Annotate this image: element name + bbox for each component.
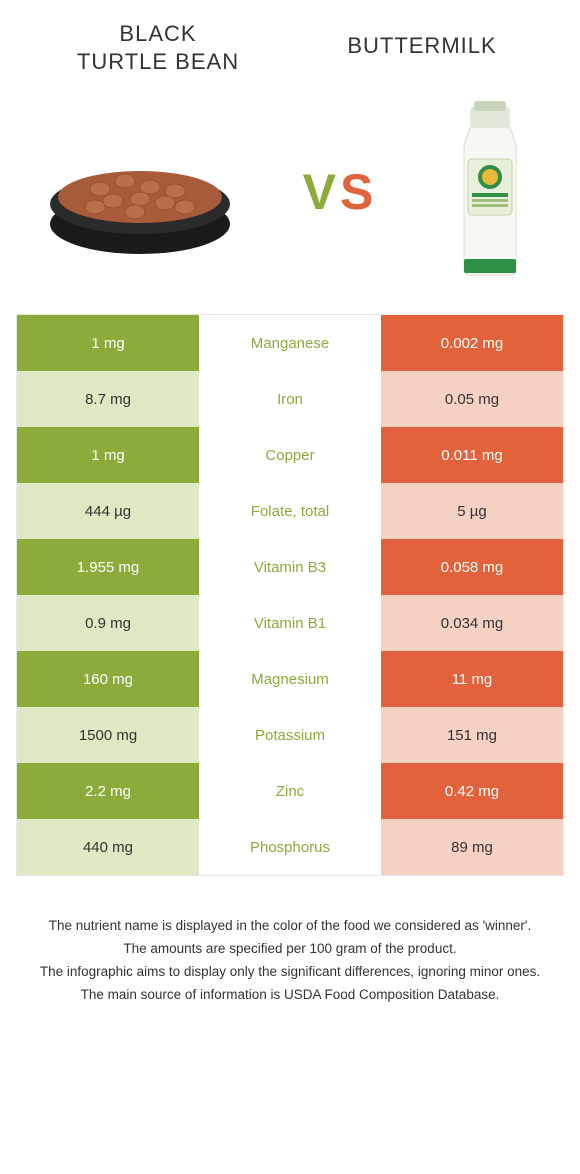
table-row: 1 mgManganese0.002 mg: [17, 315, 563, 371]
footer-line: The amounts are specified per 100 gram o…: [26, 939, 554, 960]
food-image-right: [440, 99, 540, 284]
nutrient-name: Potassium: [199, 707, 381, 763]
nutrient-value-left: 160 mg: [17, 651, 199, 707]
nutrient-name: Zinc: [199, 763, 381, 819]
nutrient-name: Folate, total: [199, 483, 381, 539]
nutrient-value-right: 0.034 mg: [381, 595, 563, 651]
vs-label: VS: [303, 167, 378, 217]
nutrient-name: Iron: [199, 371, 381, 427]
nutrient-name: Manganese: [199, 315, 381, 371]
nutrient-value-right: 89 mg: [381, 819, 563, 875]
images-row: VS: [16, 99, 564, 284]
food-title-left: BLACKTURTLE BEAN: [26, 20, 290, 75]
food-title-right: BUTTERMILK: [290, 32, 554, 60]
nutrient-value-left: 1 mg: [17, 427, 199, 483]
nutrient-value-right: 0.42 mg: [381, 763, 563, 819]
nutrient-name: Vitamin B3: [199, 539, 381, 595]
vs-v: V: [303, 164, 340, 220]
table-row: 440 mgPhosphorus89 mg: [17, 819, 563, 875]
footer-line: The nutrient name is displayed in the co…: [26, 916, 554, 937]
nutrient-name: Copper: [199, 427, 381, 483]
nutrient-name: Vitamin B1: [199, 595, 381, 651]
table-row: 444 µgFolate, total5 µg: [17, 483, 563, 539]
table-row: 8.7 mgIron0.05 mg: [17, 371, 563, 427]
nutrient-value-right: 0.002 mg: [381, 315, 563, 371]
nutrient-value-left: 2.2 mg: [17, 763, 199, 819]
nutrient-value-left: 1.955 mg: [17, 539, 199, 595]
footer-notes: The nutrient name is displayed in the co…: [16, 916, 564, 1038]
nutrient-value-right: 0.011 mg: [381, 427, 563, 483]
nutrient-value-left: 0.9 mg: [17, 595, 199, 651]
footer-line: The main source of information is USDA F…: [26, 985, 554, 1006]
nutrient-value-right: 151 mg: [381, 707, 563, 763]
table-row: 0.9 mgVitamin B10.034 mg: [17, 595, 563, 651]
nutrient-value-right: 5 µg: [381, 483, 563, 539]
nutrient-name: Magnesium: [199, 651, 381, 707]
nutrient-name: Phosphorus: [199, 819, 381, 875]
nutrient-value-left: 1 mg: [17, 315, 199, 371]
nutrient-value-left: 444 µg: [17, 483, 199, 539]
header-titles: BLACKTURTLE BEAN BUTTERMILK: [16, 20, 564, 75]
table-row: 1 mgCopper0.011 mg: [17, 427, 563, 483]
nutrient-value-right: 0.058 mg: [381, 539, 563, 595]
food-image-left: [40, 119, 240, 264]
nutrient-value-right: 0.05 mg: [381, 371, 563, 427]
table-row: 2.2 mgZinc0.42 mg: [17, 763, 563, 819]
nutrient-value-right: 11 mg: [381, 651, 563, 707]
table-row: 1500 mgPotassium151 mg: [17, 707, 563, 763]
table-row: 160 mgMagnesium11 mg: [17, 651, 563, 707]
nutrient-value-left: 1500 mg: [17, 707, 199, 763]
nutrient-table: 1 mgManganese0.002 mg8.7 mgIron0.05 mg1 …: [16, 314, 564, 876]
nutrient-value-left: 8.7 mg: [17, 371, 199, 427]
table-row: 1.955 mgVitamin B30.058 mg: [17, 539, 563, 595]
nutrient-value-left: 440 mg: [17, 819, 199, 875]
footer-line: The infographic aims to display only the…: [26, 962, 554, 983]
vs-s: S: [340, 164, 377, 220]
